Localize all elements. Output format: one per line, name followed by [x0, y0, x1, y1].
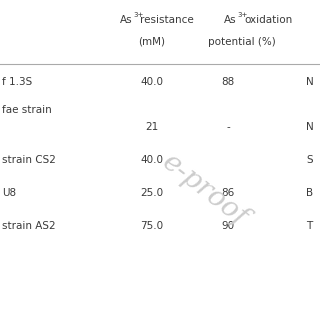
- Text: S: S: [306, 155, 313, 165]
- Text: As: As: [224, 15, 236, 25]
- Text: f 1.3S: f 1.3S: [2, 77, 32, 87]
- Text: As: As: [120, 15, 132, 25]
- Text: 40.0: 40.0: [140, 77, 164, 87]
- Text: 3+: 3+: [237, 12, 247, 18]
- Text: strain AS2: strain AS2: [2, 221, 56, 231]
- Text: fae strain: fae strain: [2, 105, 52, 115]
- Text: (mM): (mM): [139, 37, 165, 47]
- Text: e-proof: e-proof: [157, 148, 253, 232]
- Text: oxidation: oxidation: [244, 15, 292, 25]
- Text: 21: 21: [145, 122, 159, 132]
- Text: strain CS2: strain CS2: [2, 155, 56, 165]
- Text: resistance: resistance: [140, 15, 194, 25]
- Text: 3+: 3+: [133, 12, 143, 18]
- Text: -: -: [226, 122, 230, 132]
- Text: 75.0: 75.0: [140, 221, 164, 231]
- Text: U8: U8: [2, 188, 16, 198]
- Text: 86: 86: [221, 188, 235, 198]
- Text: 90: 90: [221, 221, 235, 231]
- Text: B: B: [306, 188, 313, 198]
- Text: T: T: [306, 221, 312, 231]
- Text: 88: 88: [221, 77, 235, 87]
- Text: potential (%): potential (%): [208, 37, 276, 47]
- Text: N: N: [306, 77, 314, 87]
- Text: 40.0: 40.0: [140, 155, 164, 165]
- Text: N: N: [306, 122, 314, 132]
- Text: 25.0: 25.0: [140, 188, 164, 198]
